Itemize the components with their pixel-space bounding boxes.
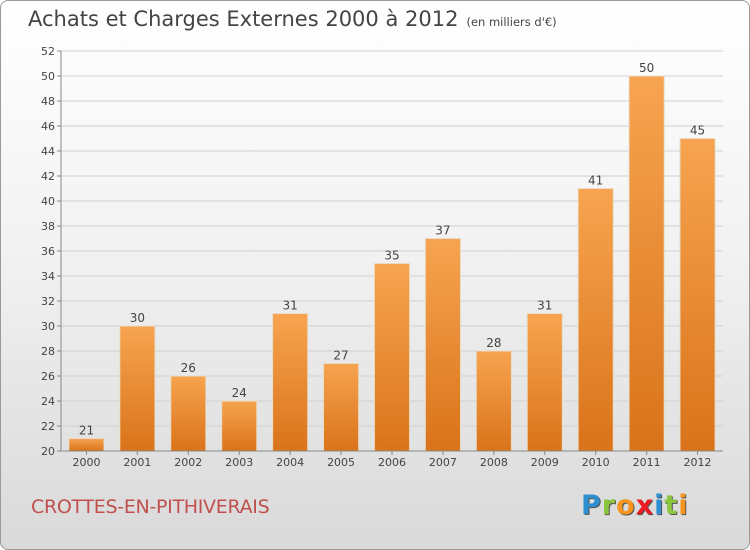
y-tick-label: 28 [41, 345, 55, 358]
x-tick-label: 2012 [684, 456, 712, 469]
y-tick-label: 52 [41, 45, 55, 58]
logo-letter: r [601, 490, 617, 521]
bar [170, 375, 207, 452]
bar [628, 75, 665, 452]
y-tick-label: 22 [41, 420, 55, 433]
y-tick-label: 48 [41, 95, 55, 108]
data-label: 35 [384, 249, 399, 263]
proxiti-logo[interactable]: Proxiti [581, 490, 689, 521]
data-label: 50 [639, 61, 654, 75]
logo-letter: x [635, 490, 655, 521]
logo-letter: i [678, 490, 689, 521]
x-tick-label: 2000 [72, 456, 100, 469]
logo-letter: i [654, 490, 665, 521]
data-label: 37 [435, 224, 450, 238]
y-tick-label: 26 [41, 370, 55, 383]
y-tick-label: 24 [41, 395, 55, 408]
data-label: 24 [232, 386, 247, 400]
data-label: 26 [181, 361, 196, 375]
x-tick-label: 2002 [174, 456, 202, 469]
x-tick-label: 2005 [327, 456, 355, 469]
y-axis: 20 22 24 26 28 30 32 34 36 38 40 42 44 46 48 50 52 [41, 45, 62, 458]
x-tick-label: 2011 [633, 456, 661, 469]
chart-subtitle: (en milliers d'€) [466, 15, 557, 29]
y-tick-label: 32 [41, 295, 55, 308]
bar [272, 313, 309, 452]
bar [577, 188, 614, 452]
x-tick-label: 2001 [123, 456, 151, 469]
x-tick-label: 2008 [480, 456, 508, 469]
y-tick-label: 50 [41, 70, 55, 83]
y-tick-label: 44 [41, 145, 55, 158]
logo-letter: P [581, 490, 602, 521]
data-label: 45 [690, 124, 705, 138]
y-tick-label: 20 [41, 445, 55, 458]
data-label: 21 [79, 424, 94, 438]
data-label: 27 [333, 349, 348, 363]
y-tick-label: 36 [41, 245, 55, 258]
bar [221, 400, 258, 452]
x-tick-label: 2007 [429, 456, 457, 469]
y-tick-label: 38 [41, 220, 55, 233]
bar [424, 238, 461, 452]
x-tick-label: 2004 [276, 456, 304, 469]
x-axis: 2000 2001 2002 2003 2004 2005 2006 2007 2008 2009… [61, 450, 723, 469]
bar [475, 350, 512, 452]
y-tick-label: 30 [41, 320, 55, 333]
y-tick-label: 34 [41, 270, 55, 283]
bar [68, 438, 105, 452]
data-label: 30 [130, 311, 145, 325]
data-label: 31 [283, 299, 298, 313]
bar [373, 263, 411, 452]
place-name: CROTTES-EN-PITHIVERAIS [31, 496, 270, 518]
x-tick-label: 2003 [225, 456, 253, 469]
bar [323, 363, 360, 452]
x-tick-label: 2010 [582, 456, 610, 469]
logo-letter: t [664, 490, 679, 521]
logo-letter: o [616, 490, 636, 521]
bar [119, 325, 156, 452]
data-label: 31 [537, 299, 552, 313]
y-tick-label: 40 [41, 195, 55, 208]
x-tick-label: 2009 [531, 456, 559, 469]
chart-title: Achats et Charges Externes 2000 à 2012 (e… [28, 7, 557, 31]
y-tick-label: 42 [41, 170, 55, 183]
x-tick-label: 2006 [378, 456, 406, 469]
chart-title-text: Achats et Charges Externes 2000 à 2012 [28, 7, 459, 31]
data-label: 41 [588, 174, 603, 188]
y-tick-label: 46 [41, 120, 55, 133]
bars: 21 30 26 24 31 27 35 37 28 31 41 50 45 [68, 61, 716, 452]
bar [679, 138, 716, 452]
bar [526, 313, 563, 452]
data-label: 28 [486, 336, 501, 350]
